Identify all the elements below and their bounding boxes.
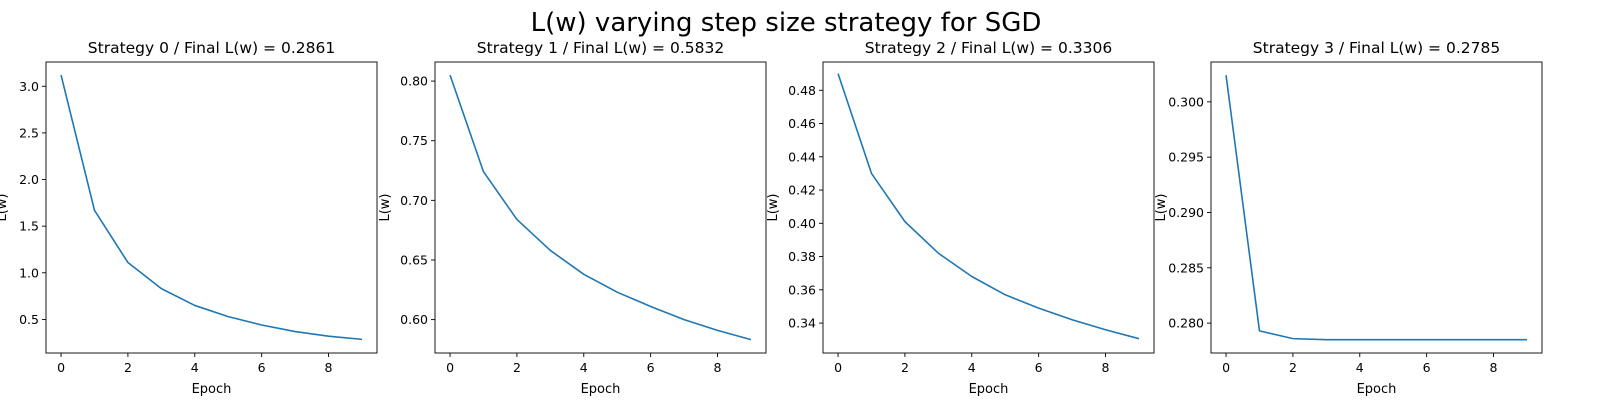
subplots: Strategy 0 / Final L(w) = 0.2861 0 2 4 6 8 0.5…: [0, 39, 1543, 397]
y-tick-label: 0.285: [1168, 260, 1204, 275]
y-tick-label: 2.0: [19, 172, 39, 187]
x-axis-label: Epoch: [192, 382, 232, 397]
y-tick-label: 0.36: [788, 282, 816, 297]
subplot-title: Strategy 0 / Final L(w) = 0.2861: [88, 39, 335, 57]
x-tick-label: 0: [446, 360, 454, 375]
y-tick-label: 0.295: [1168, 150, 1204, 165]
x-axis-label: Epoch: [581, 382, 621, 397]
series-line-0: [60, 74, 363, 341]
x-tick-label: 4: [968, 360, 976, 375]
y-tick-label: 0.5: [19, 312, 39, 327]
y-tick-label: 0.80: [400, 74, 428, 89]
x-tick-label: 8: [1490, 360, 1498, 375]
x-tick-label: 0: [57, 360, 65, 375]
x-tick-label: 8: [325, 360, 333, 375]
subplot-title: Strategy 1 / Final L(w) = 0.5832: [477, 39, 724, 57]
axes-frame: [822, 61, 1155, 354]
y-axis-label: L(w): [1154, 193, 1169, 221]
x-tick-label: 4: [191, 360, 199, 375]
subplot-title: Strategy 2 / Final L(w) = 0.3306: [865, 39, 1112, 57]
y-tick-label: 0.75: [400, 133, 428, 148]
y-tick-label: 0.46: [788, 116, 816, 131]
y-tick-label: 0.48: [788, 83, 816, 98]
x-tick-label: 6: [1423, 360, 1431, 375]
subplot-0: Strategy 0 / Final L(w) = 0.2861 0 2 4 6 8 0.5…: [0, 39, 378, 397]
x-tick-label: 0: [1222, 360, 1230, 375]
series-line-0: [449, 74, 752, 341]
x-tick-label: 2: [901, 360, 909, 375]
y-tick-label: 3.0: [19, 79, 39, 94]
y-tick-label: 0.34: [788, 316, 816, 331]
series-line-0: [837, 73, 1140, 340]
y-tick-label: 1.0: [19, 265, 39, 280]
subplot-3: Strategy 3 / Final L(w) = 0.2785 0 2 4 6 8 0.2…: [1154, 39, 1543, 397]
x-tick-label: 6: [647, 360, 655, 375]
y-tick-label: 0.300: [1168, 94, 1204, 109]
x-tick-label: 4: [580, 360, 588, 375]
y-tick-label: 0.60: [400, 312, 428, 327]
subplot-1: Strategy 1 / Final L(w) = 0.5832 0 2 4 6 8 0.6…: [378, 39, 767, 397]
x-axis-label: Epoch: [969, 382, 1009, 397]
y-tick-label: 0.70: [400, 193, 428, 208]
series-line-0: [1225, 75, 1527, 341]
x-tick-label: 2: [1289, 360, 1297, 375]
x-tick-label: 4: [1356, 360, 1364, 375]
x-tick-label: 6: [1035, 360, 1043, 375]
subplot-title: Strategy 3 / Final L(w) = 0.2785: [1253, 39, 1500, 57]
x-axis-label: Epoch: [1357, 382, 1397, 397]
figure-suptitle: L(w) varying step size strategy for SGD: [531, 8, 1042, 38]
x-tick-label: 6: [258, 360, 266, 375]
y-tick-label: 2.5: [19, 125, 39, 140]
axes-frame: [45, 61, 378, 354]
x-tick-label: 2: [513, 360, 521, 375]
y-tick-label: 0.280: [1168, 316, 1204, 331]
x-tick-label: 8: [714, 360, 722, 375]
axes-frame: [434, 61, 767, 354]
y-tick-label: 0.42: [788, 183, 816, 198]
y-tick-label: 0.40: [788, 216, 816, 231]
y-tick-label: 0.44: [788, 149, 816, 164]
y-axis-label: L(w): [0, 193, 10, 221]
y-axis-label: L(w): [766, 193, 781, 221]
y-axis-label: L(w): [378, 193, 393, 221]
x-tick-label: 0: [834, 360, 842, 375]
y-tick-label: 0.38: [788, 249, 816, 264]
y-tick-label: 0.65: [400, 252, 428, 267]
subplot-2: Strategy 2 / Final L(w) = 0.3306 0 2 4 6 8 0.3…: [766, 39, 1155, 397]
axes-frame: [1210, 61, 1543, 354]
x-tick-label: 2: [124, 360, 132, 375]
x-tick-label: 8: [1102, 360, 1110, 375]
y-tick-label: 1.5: [19, 219, 39, 234]
y-tick-label: 0.290: [1168, 205, 1204, 220]
